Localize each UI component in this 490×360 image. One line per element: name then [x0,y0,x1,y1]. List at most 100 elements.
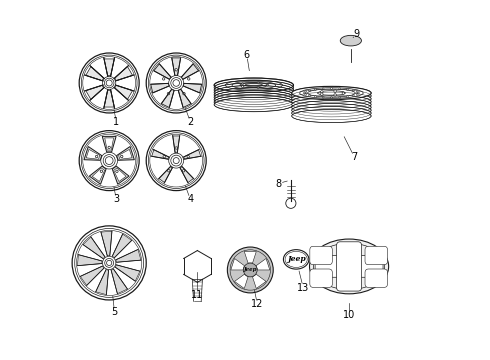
Text: 13: 13 [297,283,309,293]
Circle shape [305,94,307,95]
Text: 12: 12 [251,299,264,309]
Ellipse shape [283,250,309,269]
Polygon shape [115,85,133,99]
Text: 1: 1 [113,117,119,127]
Polygon shape [231,258,245,270]
Polygon shape [180,167,194,183]
Text: 4: 4 [187,194,194,204]
Polygon shape [116,249,141,262]
Circle shape [183,93,185,95]
Ellipse shape [292,109,371,123]
Polygon shape [104,59,114,76]
Text: 8: 8 [275,179,282,189]
Polygon shape [86,149,100,159]
Polygon shape [101,231,112,256]
Ellipse shape [292,86,371,100]
Polygon shape [252,274,266,288]
Circle shape [309,90,311,91]
Ellipse shape [214,88,294,102]
Ellipse shape [214,95,294,109]
Circle shape [352,95,354,96]
Ellipse shape [214,90,294,104]
Circle shape [100,170,102,172]
Polygon shape [89,166,106,184]
Circle shape [322,96,324,98]
Ellipse shape [292,92,371,105]
Polygon shape [102,136,116,152]
Circle shape [322,88,324,90]
FancyBboxPatch shape [365,269,388,287]
Circle shape [331,97,332,98]
Polygon shape [77,255,102,266]
Polygon shape [83,237,105,258]
Polygon shape [114,168,126,181]
Circle shape [168,170,170,172]
Circle shape [356,94,358,95]
Circle shape [339,96,341,98]
Polygon shape [96,270,108,294]
Text: 10: 10 [343,310,355,320]
Polygon shape [80,266,104,285]
Polygon shape [115,67,133,81]
Circle shape [331,87,332,89]
Circle shape [358,92,359,94]
Circle shape [121,155,123,158]
Polygon shape [152,150,169,159]
Ellipse shape [314,243,385,290]
Ellipse shape [318,91,345,95]
Text: 7: 7 [351,152,358,162]
Polygon shape [86,67,103,81]
Circle shape [334,94,337,96]
Circle shape [175,69,177,71]
Circle shape [163,156,166,158]
Circle shape [96,155,98,158]
Ellipse shape [292,95,371,108]
Circle shape [352,90,354,91]
Ellipse shape [300,88,363,98]
Text: 9: 9 [353,28,359,39]
Circle shape [342,92,344,94]
Circle shape [334,90,337,93]
Circle shape [175,147,177,149]
Polygon shape [84,147,102,160]
Polygon shape [104,90,114,107]
Ellipse shape [214,85,294,100]
Circle shape [286,198,296,208]
FancyBboxPatch shape [310,269,332,287]
Text: Jeep: Jeep [244,267,257,273]
Ellipse shape [310,239,389,294]
Ellipse shape [292,98,371,111]
Polygon shape [183,84,202,93]
FancyBboxPatch shape [337,242,362,291]
Circle shape [187,156,189,158]
Text: 2: 2 [187,117,194,127]
Polygon shape [245,251,256,263]
Polygon shape [154,64,171,79]
Circle shape [230,250,270,290]
FancyBboxPatch shape [310,246,332,265]
Circle shape [346,89,348,90]
Polygon shape [112,234,132,258]
Polygon shape [117,147,134,160]
Polygon shape [235,274,248,288]
FancyBboxPatch shape [365,246,388,265]
Circle shape [305,91,307,93]
Circle shape [257,87,259,89]
Polygon shape [172,58,181,75]
Polygon shape [256,258,270,270]
Circle shape [108,146,110,149]
Polygon shape [161,89,174,108]
Polygon shape [115,265,140,281]
Text: 6: 6 [244,50,250,60]
Circle shape [167,93,170,95]
Text: Jeep: Jeep [287,255,306,264]
Circle shape [356,91,358,93]
Text: 3: 3 [113,194,119,204]
Circle shape [257,82,259,84]
Polygon shape [173,136,180,152]
Circle shape [320,93,323,95]
Circle shape [315,89,317,90]
Ellipse shape [292,89,371,103]
Ellipse shape [340,35,362,46]
Ellipse shape [214,78,294,92]
